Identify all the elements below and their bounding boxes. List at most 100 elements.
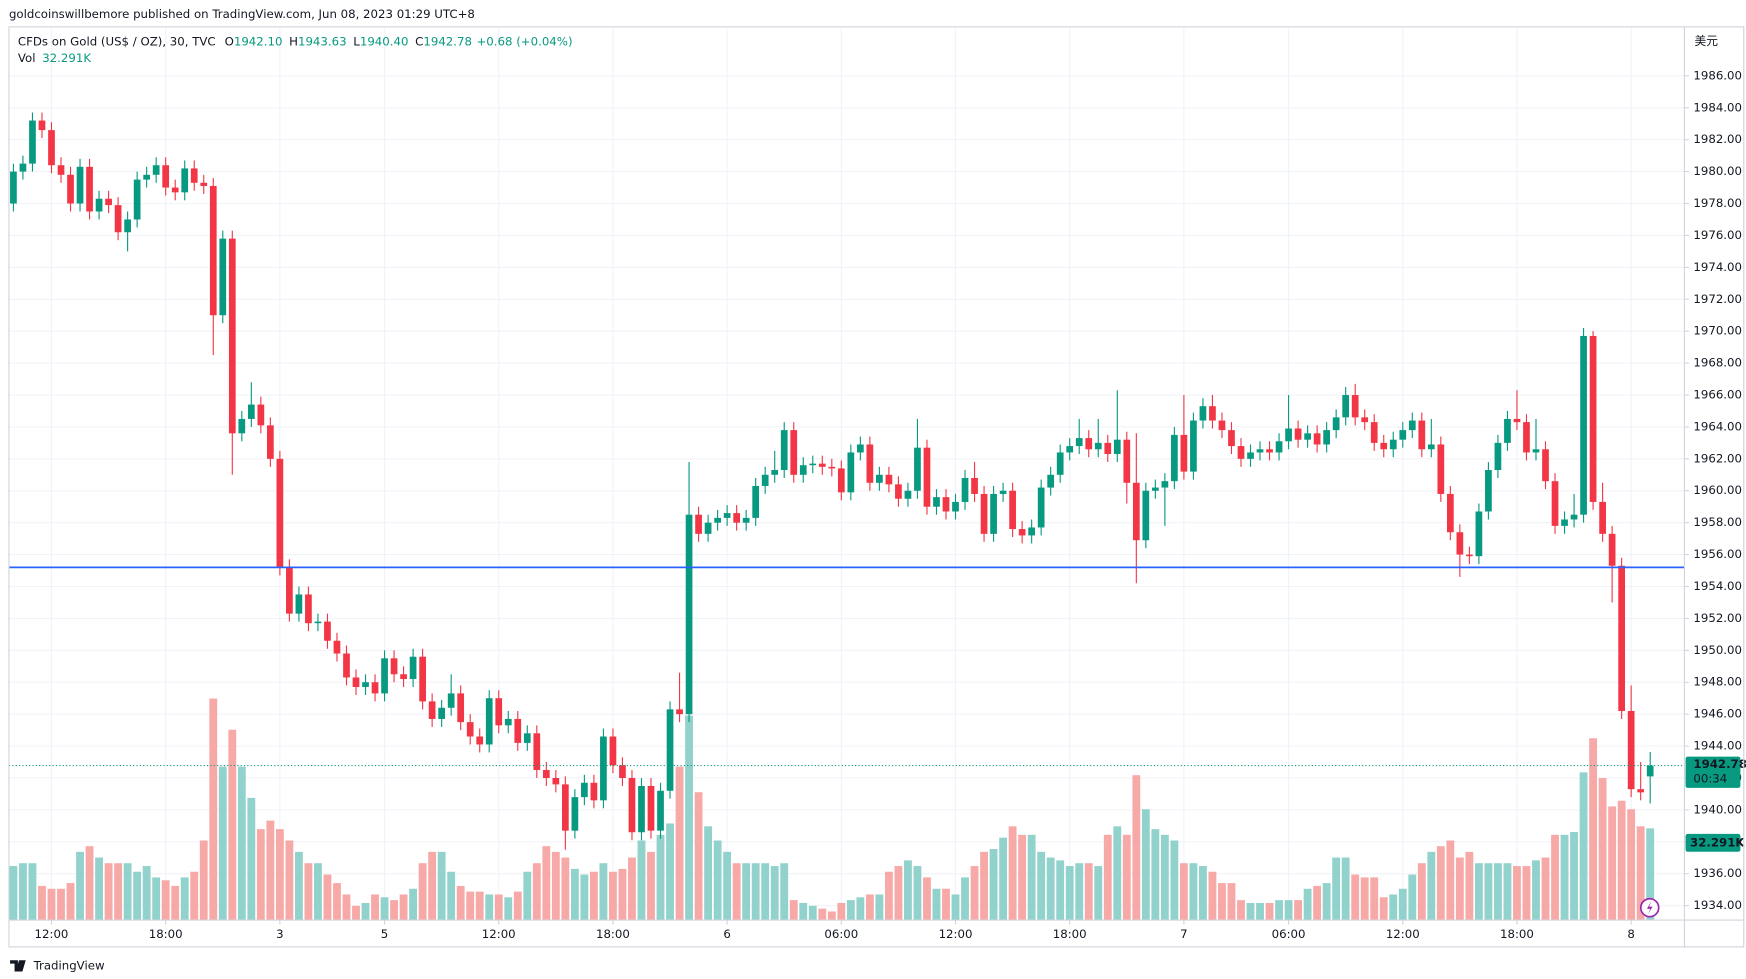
candle-body	[657, 790, 664, 831]
candle-body	[856, 444, 864, 453]
candle-body	[571, 797, 579, 831]
volume-bar	[333, 883, 341, 921]
volume-bar	[285, 840, 294, 921]
volume-bar	[266, 820, 275, 921]
volume-bar	[294, 851, 303, 921]
volume-bar	[808, 905, 817, 921]
candle-body	[914, 447, 921, 491]
volume-bar	[761, 863, 770, 921]
y-tick-label: 1976.00	[1693, 228, 1742, 242]
candle-body	[428, 701, 436, 719]
volume-bar	[637, 840, 646, 921]
volume-bar	[76, 851, 84, 921]
volume-bar	[1360, 877, 1369, 921]
volume-bar	[1265, 902, 1274, 921]
x-tick-label: 6	[723, 927, 730, 941]
legend-value: 1942.78	[423, 34, 472, 48]
footer-brand: TradingView	[33, 958, 105, 972]
candle-body	[1532, 449, 1540, 453]
volume-bar	[85, 846, 94, 921]
x-tick-label: 06:00	[1272, 927, 1306, 941]
candle-body	[1190, 420, 1197, 472]
volume-bar	[1094, 866, 1103, 921]
volume-bar	[47, 888, 56, 921]
volume-bar	[1341, 857, 1350, 921]
volume-bar	[951, 894, 960, 921]
volume-bar	[1294, 900, 1303, 921]
candle-body	[1266, 449, 1273, 453]
last-price-label: 1942.78	[1693, 757, 1746, 771]
volume-bar	[837, 902, 846, 921]
candle-body	[933, 497, 940, 507]
volume-name: Vol	[18, 51, 36, 65]
candle-body	[942, 497, 950, 512]
candle-body	[67, 174, 74, 204]
x-tick-label: 3	[276, 927, 283, 941]
candle-body	[980, 493, 988, 534]
volume-bar	[1513, 866, 1521, 921]
candle-body	[1151, 487, 1159, 491]
volume-bar	[1417, 863, 1426, 921]
volume-bar	[1541, 857, 1550, 921]
volume-bar	[1532, 860, 1540, 921]
volume-bar	[513, 891, 522, 921]
legend-line: CFDs on Gold (US$ / OZ), 30, TVC O1942.10…	[18, 34, 573, 48]
candle-body	[209, 185, 217, 316]
candle-body	[923, 447, 931, 507]
candle-body	[523, 733, 531, 743]
candle-body	[143, 174, 151, 180]
volume-bar	[1179, 863, 1188, 921]
candle-body	[86, 166, 93, 212]
candle-body	[1618, 565, 1625, 711]
volume-bar	[675, 766, 684, 921]
volume-bar	[1246, 902, 1255, 921]
candle-body	[828, 466, 836, 469]
volume-bar	[390, 900, 398, 921]
volume-bar	[1627, 809, 1636, 921]
legend-value: 1942.10	[234, 34, 283, 48]
volume-bar	[352, 905, 360, 921]
candle-body	[1037, 487, 1045, 528]
volume-bar	[1284, 900, 1293, 921]
y-tick-label: 1960.00	[1693, 483, 1742, 497]
volume-bar	[1303, 888, 1312, 921]
volume-bar	[970, 866, 979, 921]
y-tick-label: 1956.00	[1693, 547, 1742, 561]
volume-bar	[723, 851, 732, 921]
volume-bar	[380, 897, 389, 921]
volume-bar	[618, 868, 627, 921]
candle-body	[324, 621, 331, 641]
volume-bar	[418, 863, 427, 921]
volume-bar	[999, 837, 1008, 921]
candle-body	[1513, 418, 1521, 423]
volume-bar	[1465, 851, 1474, 921]
candle-body	[1171, 434, 1178, 482]
volume-bar	[104, 863, 113, 921]
candle-body	[695, 514, 702, 534]
volume-bar	[314, 863, 322, 921]
candle-body	[1247, 452, 1254, 459]
candle-body	[1475, 511, 1483, 557]
volume-bar	[923, 877, 931, 921]
volume-bar	[57, 888, 65, 921]
candle-body	[866, 444, 874, 483]
x-tick-label: 18:00	[596, 927, 630, 941]
candle-body	[400, 674, 407, 680]
volume-bar	[1313, 885, 1322, 921]
candle-body	[286, 567, 293, 614]
candle-body	[733, 513, 741, 523]
volume-legend-line: Vol 32.291K	[18, 51, 91, 65]
volume-bar	[589, 871, 598, 921]
volume-value: 32.291K	[42, 51, 91, 65]
candle-body	[704, 522, 712, 534]
candle-body	[1351, 395, 1359, 418]
candle-body	[171, 187, 179, 193]
candle-body	[609, 736, 617, 766]
legend-key: O	[225, 34, 234, 48]
candle-body	[352, 677, 360, 688]
x-tick-label: 12:00	[482, 927, 516, 941]
volume-bar	[865, 894, 874, 921]
volume-bar	[1084, 863, 1093, 921]
candle-body	[1161, 481, 1169, 488]
